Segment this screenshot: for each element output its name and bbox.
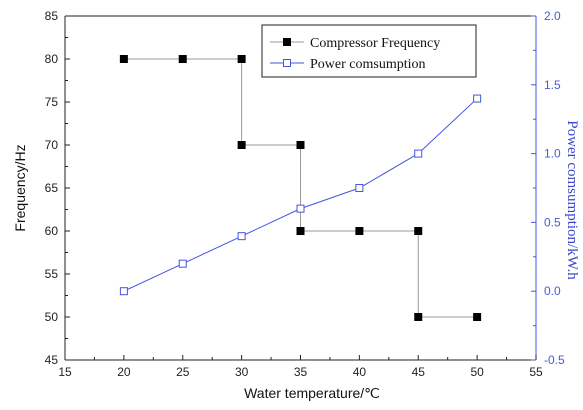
x-tick-label: 35	[294, 365, 308, 379]
legend: Compressor Frequency Power comsumption	[261, 24, 477, 78]
y-axis-label: Frequency/Hz	[12, 144, 28, 231]
legend-item-power-comsumption: Power comsumption	[270, 57, 426, 72]
series-layer	[119, 55, 482, 321]
y-tick-label: 60	[45, 224, 59, 238]
data-point-marker	[237, 55, 246, 63]
y2-tick-label: 2.0	[544, 9, 561, 23]
y2-tick-label: 1.5	[544, 78, 561, 92]
data-point-marker	[119, 287, 128, 296]
x-axis-ticks: 15 20 25 30 35 40 45 50 55	[58, 355, 543, 379]
series-compressor-frequency	[119, 55, 482, 321]
legend-box	[261, 24, 477, 78]
x-tick-label: 30	[235, 365, 249, 379]
data-point-marker	[473, 313, 482, 321]
y2-axis-label: Power comsumption/kW.h	[564, 120, 580, 280]
y-axis-ticks: 45 50 55 60 65 70 75 80 85	[45, 9, 70, 367]
data-point-marker	[119, 55, 128, 63]
x-tick-label: 25	[176, 365, 190, 379]
legend-label-compressor-frequency: Compressor Frequency	[310, 36, 440, 51]
legend-marker-power-comsumption	[283, 59, 291, 67]
x-tick-label: 20	[117, 365, 131, 379]
data-point-marker	[414, 149, 423, 158]
data-point-marker	[414, 313, 423, 321]
legend-item-compressor-frequency: Compressor Frequency	[270, 36, 440, 51]
x-tick-label: 40	[353, 365, 367, 379]
data-point-marker	[178, 55, 187, 63]
y-tick-label: 45	[45, 353, 59, 367]
legend-label-power-comsumption: Power comsumption	[310, 57, 426, 72]
data-point-marker	[237, 141, 246, 149]
series-power-comsumption	[119, 94, 482, 296]
legend-marker-compressor-frequency	[283, 38, 291, 46]
y-tick-label: 55	[45, 267, 59, 281]
y2-axis-ticks: -0.5 0.0 0.5 1.0 1.5 2.0	[531, 9, 565, 367]
data-point-marker	[355, 227, 364, 235]
data-point-marker	[296, 204, 305, 213]
y-tick-label: 85	[45, 9, 59, 23]
y-tick-label: 75	[45, 95, 59, 109]
data-point-marker	[473, 94, 482, 103]
x-tick-label: 15	[58, 365, 72, 379]
series-line	[123, 58, 478, 318]
y-tick-label: 50	[45, 310, 59, 324]
data-point-marker	[296, 227, 305, 235]
x-axis-label: Water temperature/℃	[244, 385, 380, 401]
x-tick-label: 55	[529, 365, 543, 379]
y2-tick-label: 0.0	[544, 284, 561, 298]
x-tick-label: 50	[470, 365, 484, 379]
data-point-marker	[414, 227, 423, 235]
y2-tick-label: 1.0	[544, 147, 561, 161]
y-tick-label: 70	[45, 138, 59, 152]
x-tick-label: 45	[412, 365, 426, 379]
data-point-marker	[178, 259, 187, 268]
y2-tick-label: 0.5	[544, 215, 561, 229]
data-point-marker	[355, 184, 364, 192]
data-point-marker	[296, 141, 305, 149]
y-tick-label: 65	[45, 181, 59, 195]
y-tick-label: 80	[45, 52, 59, 66]
data-point-marker	[237, 232, 246, 241]
y2-tick-label: -0.5	[544, 353, 565, 367]
